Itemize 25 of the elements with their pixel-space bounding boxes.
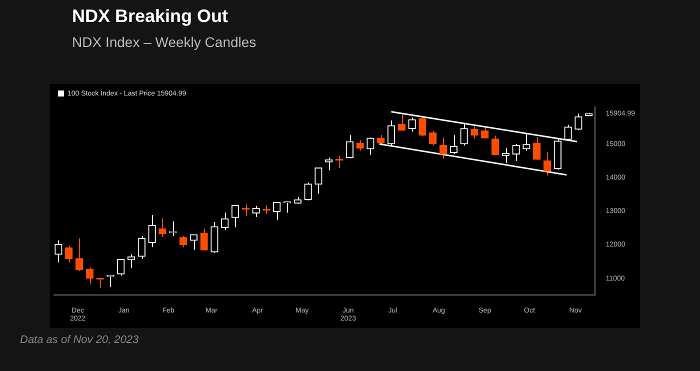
candlestick [346,134,354,159]
chart-title: NDX Breaking Out [72,6,228,27]
candlestick [190,234,198,250]
candlestick [252,205,260,218]
candlestick [127,254,136,269]
candlestick [148,214,156,248]
candlestick [325,157,333,171]
candlestick [502,148,510,164]
candlestick [418,116,426,137]
candlestick [231,204,240,228]
candlestick [491,135,500,156]
candlestick [158,218,166,238]
candlestick [533,136,541,160]
chart-subtitle: NDX Index – Weekly Candles [72,34,256,50]
candlestick [314,167,322,194]
candlestick [117,258,125,276]
candlestick [200,228,208,252]
candlestick [377,134,385,146]
text: Data as of Nov 20, 2023 [20,334,139,346]
candlestick [304,182,312,201]
candlestick [138,236,146,260]
candlestick [169,220,177,237]
candlestick [356,140,364,152]
candlestick [221,212,229,231]
candlestick [574,113,582,131]
